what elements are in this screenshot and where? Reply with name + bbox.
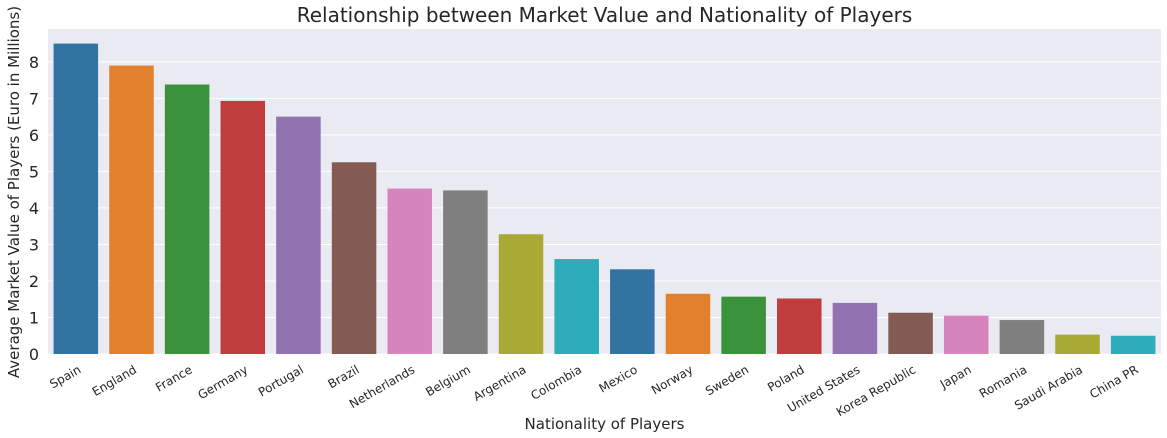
plot-area: [48, 29, 1161, 354]
x-tick-label: England: [90, 362, 139, 398]
bar-romania: [999, 320, 1045, 354]
bar-france: [164, 84, 210, 354]
x-tick-label: Spain: [47, 362, 83, 391]
y-axis-label: Average Market Value of Players (Euro in…: [5, 6, 23, 378]
x-tick-label: Japan: [937, 362, 974, 391]
bar-japan: [943, 315, 989, 354]
bar-poland: [777, 298, 822, 354]
x-tick-label: Portugal: [256, 362, 306, 399]
x-tick-label: France: [153, 362, 195, 394]
bar-germany: [220, 100, 266, 354]
bar-portugal: [276, 116, 321, 355]
y-tick-label: 8: [29, 53, 39, 72]
bar-mexico: [610, 269, 655, 354]
bar-belgium: [443, 190, 488, 354]
x-tick-label: China PR: [1087, 362, 1140, 401]
y-tick-label: 2: [29, 272, 39, 291]
x-tick-label: Norway: [649, 362, 695, 397]
x-tick-label: Argentina: [471, 362, 529, 403]
x-axis-label: Nationality of Players: [525, 415, 685, 433]
bar-norway: [665, 293, 711, 354]
x-tick-label: Colombia: [528, 362, 584, 402]
bar-spain: [53, 43, 99, 354]
bar-brazil: [331, 162, 377, 354]
y-tick-label: 1: [29, 308, 39, 327]
bar-china-pr: [1110, 335, 1156, 354]
x-tick-label: Germany: [196, 362, 251, 402]
y-tick-label: 5: [29, 162, 39, 181]
bar-sweden: [721, 296, 766, 354]
x-tick-label: Belgium: [423, 362, 473, 399]
x-tick-label: Mexico: [597, 362, 640, 395]
y-tick-label: 0: [29, 345, 39, 364]
bars: [53, 43, 1156, 355]
x-tick-label: Sweden: [703, 362, 751, 398]
y-tick-label: 4: [29, 199, 39, 218]
x-tick-labels: Spain England France Germany Portugal Brazil N…: [47, 362, 1140, 419]
bar-colombia: [554, 259, 599, 354]
bar-korea-republic: [888, 312, 933, 354]
y-tick-label: 6: [29, 126, 39, 145]
y-tick-label: 7: [29, 89, 39, 108]
bar-netherlands: [387, 188, 432, 354]
chart-title: Relationship between Market Value and Na…: [297, 3, 913, 27]
x-tick-label: Brazil: [326, 362, 362, 391]
x-tick-label: Poland: [765, 362, 807, 394]
y-tick-labels: 0 1 2 3 4 5 6 7 8: [29, 53, 39, 364]
bar-argentina: [498, 234, 544, 354]
bar-united-states: [832, 302, 878, 354]
bar-saudi-arabia: [1055, 334, 1100, 354]
y-tick-label: 3: [29, 235, 39, 254]
bar-england: [109, 65, 154, 355]
